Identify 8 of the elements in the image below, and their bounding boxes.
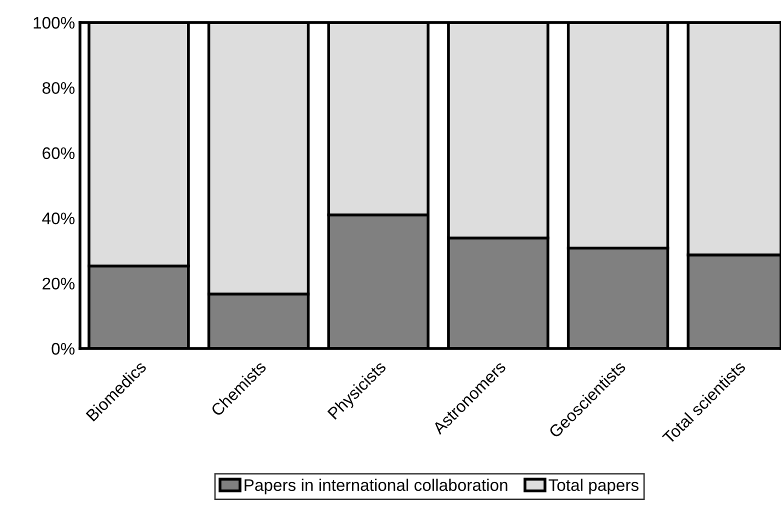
y-tick-label: 20% [42,278,75,290]
y-tick-label: 100% [34,16,75,29]
y-tick-label: 80% [42,82,75,94]
legend-label: Total papers [548,478,638,494]
y-tick-label: 60% [42,147,75,160]
y-tick-label: 40% [42,212,75,224]
y-tick-label: 0% [52,342,75,355]
legend-label: Papers in international collaboration [244,478,508,494]
